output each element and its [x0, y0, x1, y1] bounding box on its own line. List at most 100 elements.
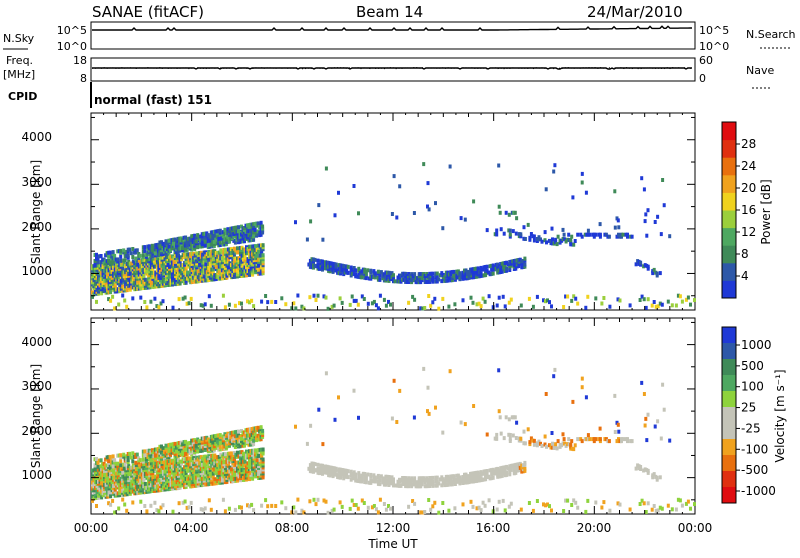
velocity-echo-cell: [314, 462, 317, 466]
power-echo-cell: [599, 233, 602, 237]
velocity-echo-cell: [107, 459, 110, 463]
power-echo-cell: [128, 248, 131, 252]
power-echo-cell: [363, 297, 366, 301]
velocity-echo-cell: [436, 476, 439, 480]
power-echo-cell: [270, 300, 273, 304]
power-echo-cell: [486, 265, 489, 269]
nsky-frame: [91, 22, 695, 49]
velocity-echo-cell: [143, 453, 146, 457]
power-echo-cell: [533, 235, 536, 239]
power-echo-cell: [317, 294, 320, 298]
power-echo-cell: [581, 235, 584, 239]
power-echo-cell: [441, 297, 444, 301]
power-echo-cell: [495, 229, 498, 233]
power-echo-cell: [290, 306, 293, 310]
power-echo-cell: [280, 296, 283, 300]
power-echo-cell: [594, 296, 597, 300]
nsky-tick-bottom: 10^0: [57, 40, 87, 53]
velocity-echo-cell: [97, 465, 100, 469]
power-echo-cell: [533, 239, 536, 243]
power-echo-cell: [472, 199, 475, 203]
power-echo-cell: [643, 187, 646, 191]
power-echo-cell: [505, 211, 508, 215]
power-echo-cell: [266, 300, 269, 304]
nsearch-tick-bottom: 10^0: [699, 40, 729, 53]
power-echo-cell: [181, 246, 184, 250]
power-echo-cell: [515, 232, 518, 236]
power-echo-cell: [379, 294, 382, 298]
power-echo-cell: [142, 274, 145, 278]
power-echo-cell: [608, 305, 611, 309]
power-echo-cell: [505, 267, 508, 271]
power-colorbar-band: [722, 280, 736, 298]
power-colorbar-tick-label: 20: [741, 181, 756, 195]
power-echo-cell: [392, 273, 395, 277]
power-echo-cell: [240, 302, 243, 306]
power-echo-cell: [254, 244, 257, 248]
power-echo-cell: [337, 191, 340, 195]
velocity-echo-cell: [124, 463, 127, 467]
power-echo-cell: [327, 307, 330, 311]
power-echo-cell: [208, 294, 211, 298]
power-echo-cell: [219, 229, 222, 233]
power-colorbar-band: [722, 157, 736, 175]
velocity-echo-cell: [100, 458, 103, 462]
power-echo-cell: [548, 300, 551, 304]
power-echo-cell: [452, 270, 455, 274]
power-echo-cell: [659, 271, 662, 275]
power-echo-cell: [470, 296, 473, 300]
power-echo-cell: [594, 233, 597, 237]
power-echo-cell: [617, 218, 620, 222]
velocity-echo-cell: [378, 482, 381, 486]
power-echo-cell: [631, 235, 634, 239]
power-echo-cell: [252, 234, 255, 238]
power-echo-cell: [497, 164, 500, 168]
velocity-echo-cell: [162, 446, 165, 450]
power-colorbar-band: [722, 175, 736, 193]
power-colorbar-tick-label: 28: [741, 137, 756, 151]
power-echo-cell: [541, 240, 544, 244]
power-echo-cell: [429, 304, 432, 308]
velocity-echo-cell: [109, 494, 112, 498]
power-echo-cell: [586, 295, 589, 299]
power-echo-cell: [127, 254, 130, 258]
power-echo-cell: [640, 176, 643, 180]
power-echo-cell: [172, 306, 175, 310]
power-echo-cell: [204, 262, 207, 266]
velocity-echo-cell: [130, 456, 133, 460]
power-echo-cell: [260, 300, 263, 304]
velocity-echo-cell: [256, 458, 259, 462]
power-echo-cell: [550, 304, 553, 308]
power-echo-cell: [184, 296, 187, 300]
velocity-echo-cell: [134, 461, 137, 465]
velocity-echo-cell: [109, 455, 112, 459]
power-echo-cell: [315, 298, 318, 302]
power-echo-cell: [643, 297, 646, 301]
power-echo-cell: [145, 305, 148, 309]
power-echo-cell: [458, 271, 461, 275]
velocity-echo-cell: [106, 477, 109, 481]
power-echo-cell: [153, 297, 156, 301]
power-echo-cell: [527, 223, 530, 227]
power-echo-cell: [661, 303, 664, 307]
power-echo-cell: [377, 306, 380, 310]
power-echo-cell: [116, 257, 119, 261]
power-echo-cell: [334, 213, 337, 217]
power-echo-cell: [679, 294, 682, 298]
power-echo-cell: [523, 257, 526, 261]
velocity-echo-cell: [366, 473, 369, 477]
power-colorbar-band: [722, 263, 736, 281]
power-echo-cell: [256, 254, 259, 258]
power-echo-cell: [317, 259, 320, 263]
power-echo-cell: [168, 245, 171, 249]
power-echo-cell: [94, 263, 97, 267]
velocity-echo-cell: [347, 475, 350, 479]
power-echo-cell: [257, 250, 260, 254]
power-echo-cell: [250, 299, 253, 303]
power-echo-cell: [335, 263, 338, 267]
velocity-echo-cell: [431, 476, 434, 480]
velocity-echo-cell: [392, 477, 395, 481]
plot-title: SANAE (fitACF): [92, 3, 204, 21]
freq-tick-top: 18: [73, 54, 87, 67]
power-echo-cell: [261, 225, 264, 229]
